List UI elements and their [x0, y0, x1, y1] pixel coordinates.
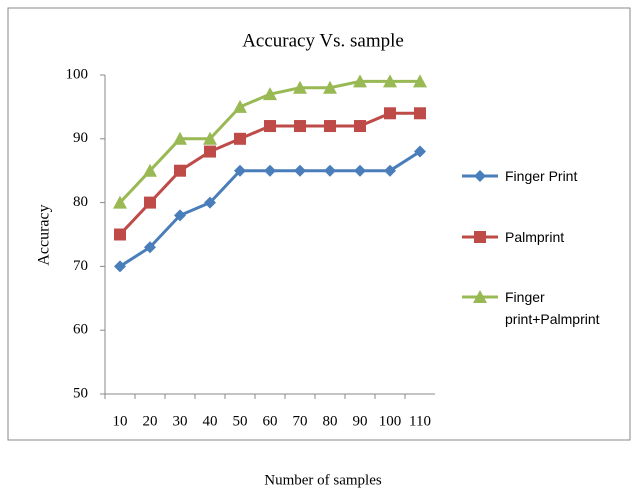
x-tick-label: 20 [143, 413, 158, 429]
chart-frame [7, 7, 631, 441]
marker [413, 74, 427, 88]
marker [204, 145, 216, 158]
legend-label: Finger print+Palmprint [505, 289, 600, 327]
x-tick-label: 70 [293, 413, 308, 429]
marker [354, 164, 366, 177]
x-axis-label: Number of samples [264, 472, 382, 488]
marker [173, 131, 187, 145]
y-tick-label: 70 [73, 258, 88, 274]
x-tick-label: 50 [233, 413, 248, 429]
x-tick-label: 30 [173, 413, 188, 429]
x-tick-label: 80 [323, 413, 338, 429]
marker [383, 74, 397, 88]
marker [264, 120, 276, 133]
marker [114, 260, 126, 273]
marker [473, 290, 487, 303]
x-tick-label: 110 [409, 413, 431, 429]
marker [144, 241, 156, 254]
y-axis-label: Accuracy [36, 204, 53, 265]
marker [414, 107, 426, 120]
marker [203, 131, 217, 145]
marker [143, 163, 157, 177]
chart-title: Accuracy Vs. sample [242, 30, 404, 51]
marker [234, 164, 246, 177]
y-tick-label: 60 [73, 322, 88, 338]
legend-label: Palmprint [505, 229, 565, 245]
marker [384, 107, 396, 120]
marker [233, 99, 247, 113]
marker [324, 164, 336, 177]
x-tick-label: 90 [353, 413, 368, 429]
x-tick-label: 10 [113, 413, 128, 429]
y-tick-label: 50 [73, 385, 88, 401]
marker [414, 145, 426, 158]
marker [174, 164, 186, 177]
marker [294, 164, 306, 177]
y-tick-label: 90 [73, 130, 88, 146]
marker [293, 80, 307, 94]
marker [144, 196, 156, 209]
marker [234, 132, 246, 145]
marker [474, 170, 486, 182]
marker [114, 228, 126, 241]
y-tick-label: 80 [73, 194, 88, 210]
marker [354, 120, 366, 133]
x-tick-label: 60 [263, 413, 278, 429]
x-tick-label: 100 [379, 413, 402, 429]
marker [113, 195, 127, 209]
y-tick-label: 100 [66, 66, 89, 82]
marker [324, 120, 336, 133]
marker [323, 80, 337, 94]
marker [263, 87, 277, 101]
marker [174, 209, 186, 222]
x-tick-label: 40 [203, 413, 218, 429]
marker [204, 196, 216, 209]
marker [353, 74, 367, 88]
legend-label: Finger Print [505, 168, 578, 184]
marker [294, 120, 306, 133]
marker [384, 164, 396, 177]
marker [474, 231, 486, 243]
marker [264, 164, 276, 177]
